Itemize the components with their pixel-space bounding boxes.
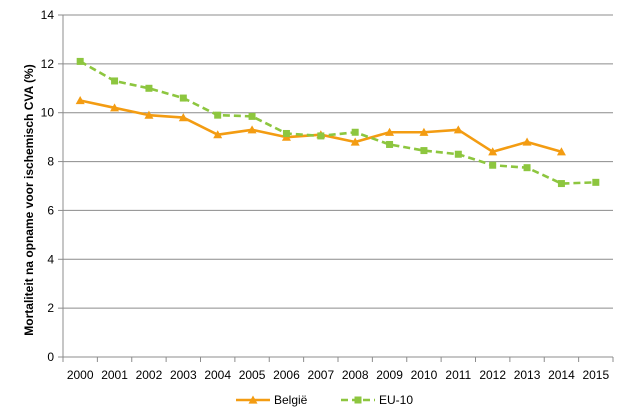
data-point	[110, 103, 120, 112]
x-tick-label: 2006	[273, 368, 300, 382]
y-tick-label: 6	[47, 203, 54, 217]
data-point	[488, 147, 498, 156]
data-point	[144, 110, 154, 119]
y-tick-label: 12	[41, 57, 55, 71]
data-point	[248, 112, 256, 120]
x-tick-label: 2003	[170, 368, 197, 382]
data-point	[522, 137, 532, 146]
x-tick-label: 2010	[411, 368, 438, 382]
x-tick-label: 2011	[445, 368, 471, 382]
data-point	[454, 150, 462, 158]
data-point	[523, 164, 531, 172]
y-tick-label: 14	[41, 8, 55, 22]
x-tick-label: 2015	[582, 368, 609, 382]
axes	[58, 14, 614, 362]
data-point	[282, 129, 290, 137]
y-axis-label: Mortaliteit na opname voor ischemisch CV…	[22, 64, 36, 335]
data-point	[214, 111, 222, 119]
legend-swatch-marker	[354, 396, 362, 404]
data-point	[350, 137, 360, 146]
data-point	[247, 125, 257, 134]
data-point	[75, 96, 85, 105]
grid-lines	[63, 14, 613, 309]
x-tick-label: 2012	[479, 368, 506, 382]
data-point	[419, 127, 429, 136]
series-line	[79, 60, 596, 185]
x-tick-label: 2007	[307, 368, 334, 382]
data-point	[385, 127, 395, 136]
y-tick-label: 2	[47, 301, 54, 315]
legend-label: België	[274, 393, 308, 407]
legend-item: België	[236, 393, 308, 407]
data-point	[317, 132, 325, 140]
tick-labels: 0 2 4 6 8 10 12 14 2000 2001 2002 2003 2004 2005 2006 2…	[41, 8, 610, 382]
x-tick-label: 2000	[67, 368, 94, 382]
x-tick-label: 2013	[514, 368, 541, 382]
data-point	[213, 130, 223, 139]
data-point	[145, 84, 153, 92]
data-point	[351, 128, 359, 136]
data-point	[556, 147, 566, 156]
series-lines	[75, 57, 600, 188]
data-point	[453, 125, 463, 134]
x-tick-label: 2004	[204, 368, 231, 382]
series-line	[79, 99, 562, 154]
x-tick-label: 2002	[136, 368, 163, 382]
legend-item: EU-10	[341, 393, 413, 407]
x-tick-label: 2009	[376, 368, 403, 382]
data-point	[178, 113, 188, 122]
y-tick-label: 8	[47, 155, 54, 169]
series-1	[75, 96, 566, 156]
legend: België EU-10	[236, 393, 413, 407]
series-2	[76, 57, 600, 188]
x-tick-label: 2008	[342, 368, 369, 382]
data-point	[489, 161, 497, 169]
data-point	[111, 77, 119, 85]
x-tick-label: 2001	[101, 368, 128, 382]
data-point	[76, 57, 84, 65]
legend-swatch-marker	[248, 395, 258, 404]
data-point	[592, 178, 600, 186]
y-tick-label: 10	[41, 106, 55, 120]
data-point	[386, 140, 394, 148]
legend-label: EU-10	[379, 393, 413, 407]
data-point	[557, 180, 565, 188]
x-tick-label: 2014	[548, 368, 575, 382]
y-tick-label: 4	[47, 252, 54, 266]
data-point	[420, 147, 428, 155]
x-tick-label: 2005	[239, 368, 266, 382]
y-tick-label: 0	[47, 350, 54, 364]
data-point	[179, 94, 187, 102]
